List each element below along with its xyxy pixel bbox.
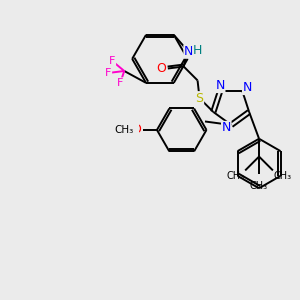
Text: CH₃: CH₃ xyxy=(274,171,292,182)
Text: N: N xyxy=(243,82,252,94)
Text: N: N xyxy=(184,45,193,58)
Text: H: H xyxy=(193,44,202,57)
Text: F: F xyxy=(105,68,112,78)
Text: N: N xyxy=(215,80,225,92)
Text: CH₃: CH₃ xyxy=(115,125,134,135)
Text: N: N xyxy=(222,122,231,134)
Text: S: S xyxy=(196,92,203,105)
Text: O: O xyxy=(131,123,141,136)
Text: O: O xyxy=(156,62,166,75)
Text: CH₃: CH₃ xyxy=(250,181,268,191)
Text: F: F xyxy=(109,56,116,66)
Text: CH₃: CH₃ xyxy=(226,171,244,182)
Text: F: F xyxy=(117,78,124,88)
